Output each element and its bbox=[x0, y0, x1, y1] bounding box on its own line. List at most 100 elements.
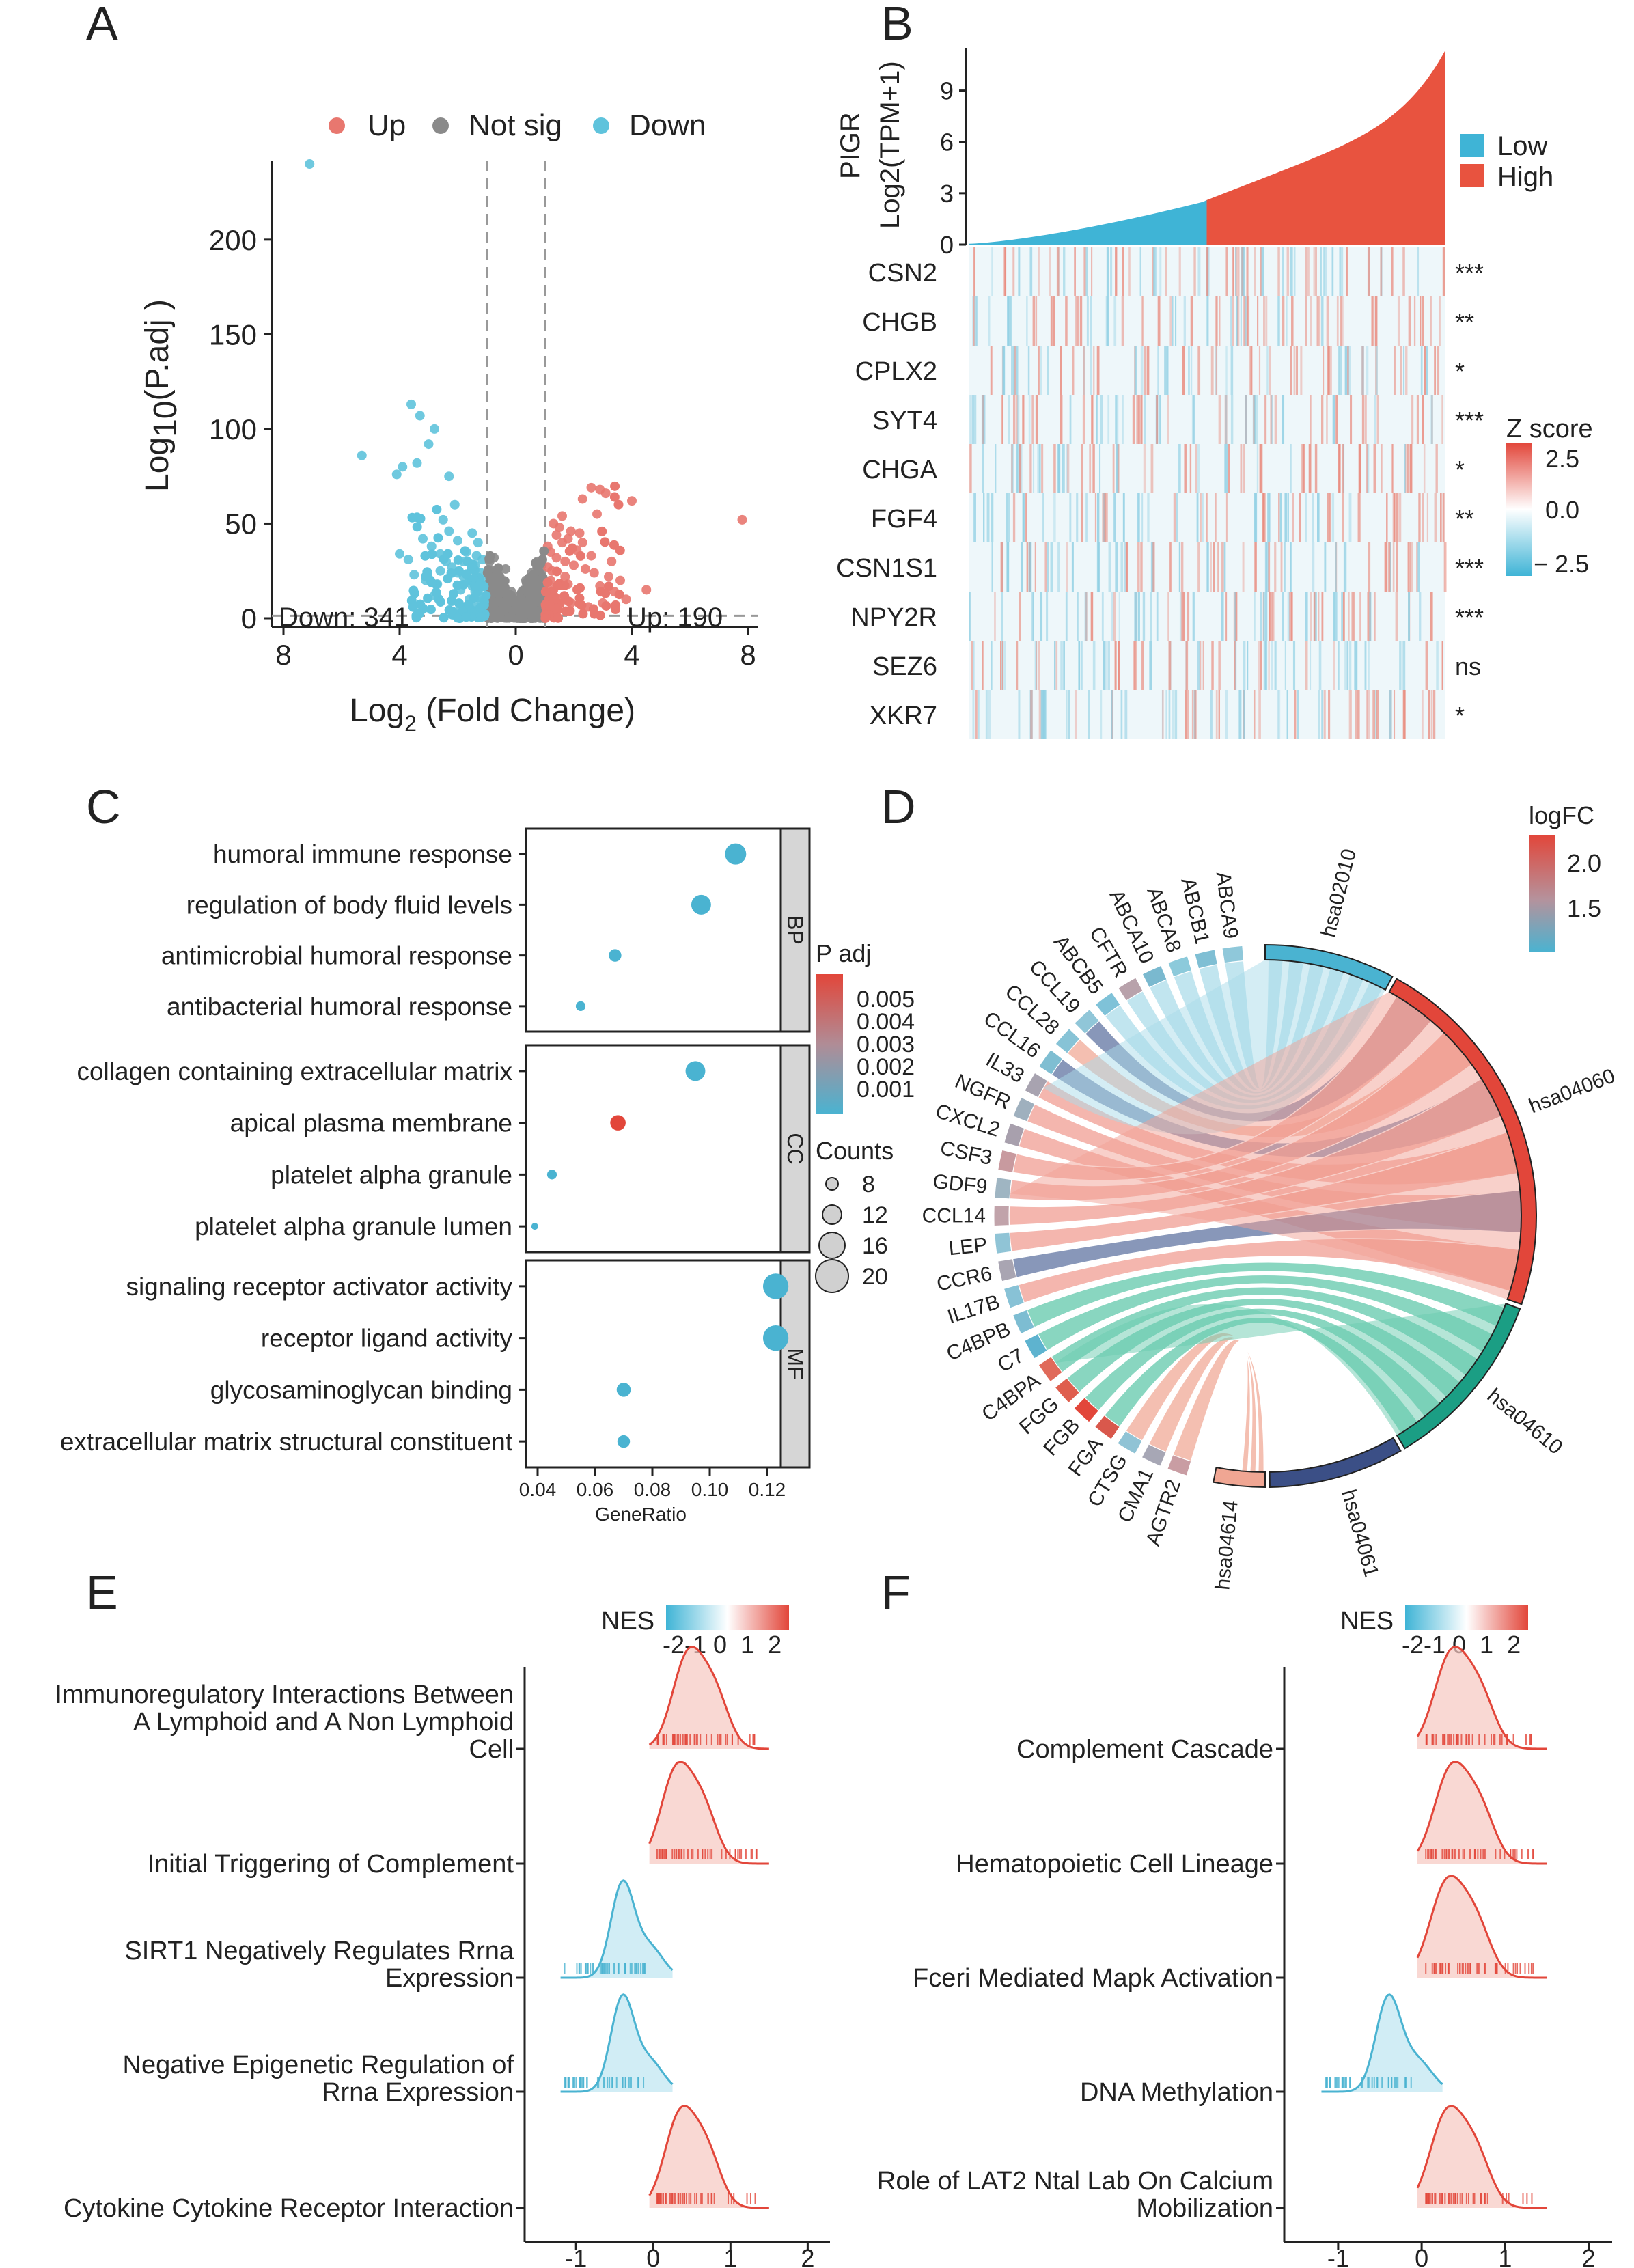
volcano-point-down bbox=[421, 572, 431, 582]
volcano-point-down bbox=[424, 439, 434, 450]
heatmap-cell bbox=[1056, 247, 1060, 296]
gsea-term-label: Cell bbox=[469, 1735, 514, 1764]
heatmap-cell bbox=[1124, 542, 1127, 592]
gsea-x-tick-label: -1 bbox=[1327, 2244, 1349, 2268]
heatmap-cell bbox=[1180, 542, 1184, 592]
heatmap-cell bbox=[974, 296, 977, 346]
heatmap-cell bbox=[1389, 542, 1391, 592]
heatmap-cell bbox=[1301, 444, 1303, 493]
volcano-point-down bbox=[443, 574, 453, 584]
heatmap-cell bbox=[1434, 493, 1437, 542]
heatmap-cell bbox=[1168, 690, 1171, 739]
heatmap-cell bbox=[1042, 690, 1044, 739]
volcano-point-down bbox=[476, 612, 486, 622]
bar-low-group bbox=[969, 199, 1207, 245]
heatmap-cell bbox=[1257, 296, 1259, 346]
heatmap-cell bbox=[1277, 690, 1279, 739]
heatmap-cell bbox=[1053, 641, 1056, 690]
volcano-point-down bbox=[426, 605, 436, 615]
heatmap-cell bbox=[1366, 690, 1368, 739]
volcano-point-up bbox=[627, 496, 637, 506]
go-term-label: platelet alpha granule lumen bbox=[195, 1213, 512, 1241]
heatmap-cell bbox=[1290, 592, 1293, 641]
heatmap-cell bbox=[1361, 346, 1364, 395]
heatmap-cell bbox=[1060, 395, 1063, 444]
chord-gene-arc bbox=[1038, 1356, 1063, 1383]
heatmap-cell bbox=[1310, 592, 1312, 641]
volcano-point-up bbox=[586, 551, 596, 561]
gsea-term-label: Hematopoietic Cell Lineage bbox=[956, 1850, 1273, 1879]
heatmap-cell bbox=[1326, 296, 1329, 346]
heatmap-cell bbox=[1357, 493, 1360, 542]
heatmap-cell bbox=[1230, 395, 1234, 444]
gsea-ridge: DNA Methylation bbox=[1080, 1993, 1443, 2107]
volcano-point-up bbox=[578, 609, 588, 619]
heatmap-cell bbox=[1364, 641, 1367, 690]
heatmap-cell bbox=[1113, 493, 1116, 542]
heatmap-cell bbox=[1176, 493, 1178, 542]
volcano-point-notsig bbox=[490, 573, 501, 583]
chord-gene-arc bbox=[1167, 956, 1193, 978]
heatmap-cell bbox=[1402, 641, 1406, 690]
go-facet-cc: CC collagen containing extracellular matr… bbox=[77, 1044, 811, 1254]
panel-label-d: D bbox=[881, 780, 916, 833]
heatmap-cell bbox=[1103, 493, 1106, 542]
heatmap-cell bbox=[1422, 395, 1424, 444]
heatmap-cell bbox=[1072, 346, 1075, 395]
heatmap-cell bbox=[1041, 444, 1044, 493]
heatmap-cell bbox=[1323, 690, 1326, 739]
volcano-point-up bbox=[737, 514, 747, 525]
chord-gene-label: LEP bbox=[947, 1234, 988, 1260]
heatmap-cell bbox=[1083, 346, 1085, 395]
heatmap-cell bbox=[1071, 542, 1074, 592]
heatmap-cell bbox=[1179, 592, 1182, 641]
heatmap-cell bbox=[1060, 346, 1062, 395]
volcano-point-up bbox=[553, 581, 563, 591]
heatmap-gene-label: FGF4 bbox=[871, 505, 937, 534]
heatmap-cell bbox=[1202, 641, 1204, 690]
gsea-panel-e: NES -2-1 0 1 2 Immunoregulatory Interact… bbox=[55, 1605, 830, 2268]
heatmap-cell bbox=[1318, 592, 1320, 641]
volcano-point-down bbox=[408, 585, 419, 596]
volcano-point-up bbox=[592, 509, 602, 519]
volcano-point-down bbox=[454, 598, 464, 609]
heatmap-cell bbox=[994, 592, 996, 641]
volcano-point-notsig bbox=[539, 546, 549, 556]
gsea-ridge-line bbox=[648, 1761, 769, 1865]
gsea-ridge: Fceri Mediated Mapk Activation bbox=[913, 1875, 1547, 1993]
heatmap-cell bbox=[969, 592, 971, 641]
gsea-ridge-line bbox=[560, 1879, 674, 1979]
heatmap-cell bbox=[1324, 542, 1327, 592]
heatmap-cell bbox=[1197, 346, 1201, 395]
volcano-point-down bbox=[391, 469, 402, 480]
volcano-x-tick-label: 4 bbox=[391, 639, 407, 671]
heatmap-cell bbox=[1047, 346, 1049, 395]
volcano-point-down bbox=[427, 549, 437, 559]
volcano-point-down bbox=[467, 563, 477, 573]
gsea-ridge-fill bbox=[1417, 1762, 1547, 1864]
heatmap-cell bbox=[1278, 493, 1280, 542]
heatmap-cell bbox=[1174, 296, 1177, 346]
heatmap-cell bbox=[1404, 444, 1406, 493]
heatmap-cell bbox=[1367, 690, 1370, 739]
heatmap-cell bbox=[1001, 641, 1003, 690]
gsea-ridge-line bbox=[1416, 1646, 1547, 1750]
chord-diagram: hsa02010 hsa04060 hsa04610 hsa04061 hsa04614… bbox=[922, 801, 1618, 1591]
heatmap-cell bbox=[1243, 444, 1245, 493]
heatmap-cell bbox=[1182, 592, 1185, 641]
heatmap-cell bbox=[1162, 690, 1164, 739]
heatmap-cell bbox=[1376, 395, 1379, 444]
legend-up-marker bbox=[329, 117, 345, 134]
volcano-point-down bbox=[467, 528, 477, 538]
logfc-tick-low: 1.5 bbox=[1567, 894, 1601, 922]
volcano-point-up bbox=[600, 488, 611, 499]
heatmap-cell bbox=[1063, 641, 1065, 690]
volcano-point-down bbox=[412, 458, 422, 468]
heatmap-cell bbox=[1292, 493, 1294, 542]
heatmap-cell bbox=[1339, 247, 1341, 296]
heatmap-cell bbox=[1215, 296, 1218, 346]
go-facet-strip-label: BP bbox=[783, 915, 807, 945]
heatmap-cell bbox=[1200, 493, 1202, 542]
heatmap-cell bbox=[1061, 444, 1064, 493]
